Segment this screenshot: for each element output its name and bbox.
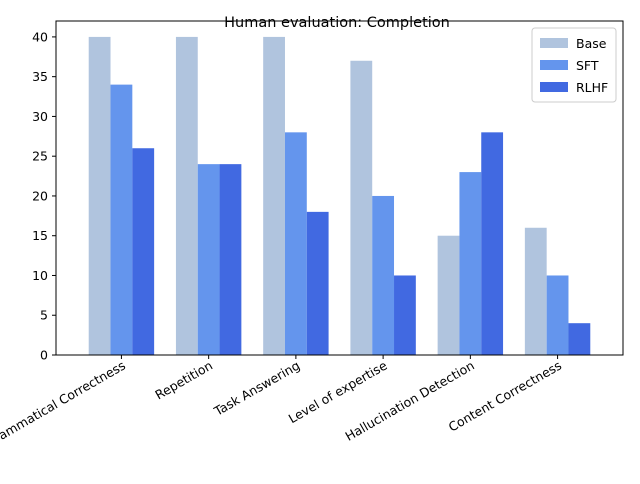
plot-frame (55, 20, 624, 356)
bar-sft-1 (197, 164, 220, 355)
y-tick-label: 10 (32, 268, 48, 283)
y-tick-label: 20 (32, 188, 48, 203)
legend-label-rlhf: RLHF (576, 80, 608, 95)
bar-rlhf-2 (306, 211, 329, 355)
y-axis: 0 5 10 15 20 25 30 35 40 (32, 29, 56, 363)
bar-base-0 (88, 36, 111, 356)
bar-sft-3 (372, 195, 395, 355)
bar-base-4 (437, 235, 460, 355)
legend-swatch-rlhf (540, 82, 568, 92)
bar-rlhf-0 (132, 148, 155, 355)
bar-base-5 (524, 227, 547, 355)
bar-base-2 (263, 36, 285, 356)
legend-label-sft: SFT (576, 58, 599, 73)
bar-base-1 (175, 36, 198, 356)
bar-sft-4 (459, 172, 482, 355)
legend-swatch-sft (540, 60, 568, 70)
bar-rlhf-1 (219, 164, 242, 355)
bar-rlhf-5 (568, 323, 591, 355)
y-tick-label: 15 (32, 228, 48, 243)
y-tick-label: 5 (40, 308, 48, 323)
y-tick-label: 35 (32, 69, 48, 84)
y-tick-label: 40 (32, 29, 48, 44)
bars-group (88, 36, 591, 356)
bar-sft-0 (110, 84, 133, 355)
y-tick-label: 30 (32, 109, 48, 124)
bar-sft-5 (546, 275, 569, 355)
legend-swatch-base (540, 38, 568, 48)
bar-rlhf-4 (481, 132, 504, 355)
legend-label-base: Base (576, 36, 607, 51)
chart-title: Human evaluation: Completion (224, 15, 450, 31)
y-tick-label: 25 (32, 149, 48, 164)
bar-base-3 (350, 60, 373, 356)
bar-rlhf-3 (394, 275, 416, 355)
y-tick-label: 0 (40, 348, 48, 363)
bar-sft-2 (284, 132, 307, 355)
legend: Base SFT RLHF (531, 27, 617, 103)
